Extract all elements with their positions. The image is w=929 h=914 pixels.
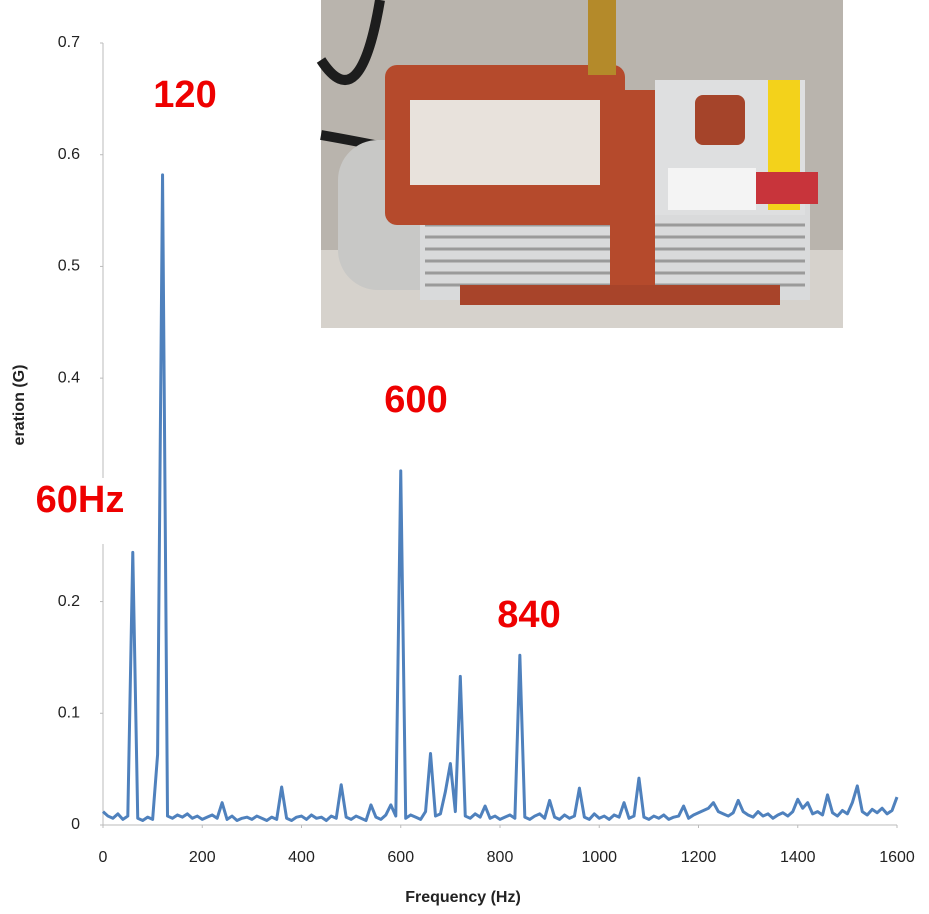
- y-tick-label: 0: [71, 816, 80, 833]
- board: [756, 172, 818, 204]
- y-tick-label: 0.5: [58, 258, 80, 275]
- annotation: 600: [384, 379, 447, 421]
- x-tick-label: 1200: [681, 849, 717, 866]
- cap: [695, 95, 745, 145]
- x-axis-title: Frequency (Hz): [405, 889, 521, 906]
- sensor: [668, 168, 756, 210]
- y-axis-title: eration (G): [11, 365, 28, 446]
- x-tick-label: 800: [487, 849, 514, 866]
- annotation: 60Hz: [36, 479, 125, 521]
- spectrum-line: [101, 173, 899, 823]
- x-tick-label: 600: [387, 849, 414, 866]
- photo: [316, 0, 843, 328]
- x-tick-label: 400: [288, 849, 315, 866]
- annotation: 840: [497, 594, 560, 636]
- x-tick-label: 1000: [581, 849, 617, 866]
- x-tick-label: 0: [99, 849, 108, 866]
- side-plate: [610, 90, 655, 305]
- fitting: [588, 0, 616, 75]
- y-tick-label: 0.4: [58, 369, 80, 386]
- y-tick-label: 0.2: [58, 593, 80, 610]
- x-tick-label: 1600: [879, 849, 915, 866]
- y-tick-label: 0.7: [58, 34, 80, 51]
- handle-hole: [410, 100, 600, 185]
- x-tick-label: 200: [189, 849, 216, 866]
- x-tick-label: 1400: [780, 849, 816, 866]
- annotation: 120: [153, 74, 216, 116]
- base: [460, 285, 780, 305]
- cable: [316, 0, 385, 85]
- y-tick-label: 0.1: [58, 705, 80, 722]
- label-bg: [18, 478, 142, 544]
- y-tick-label: 0.6: [58, 146, 80, 163]
